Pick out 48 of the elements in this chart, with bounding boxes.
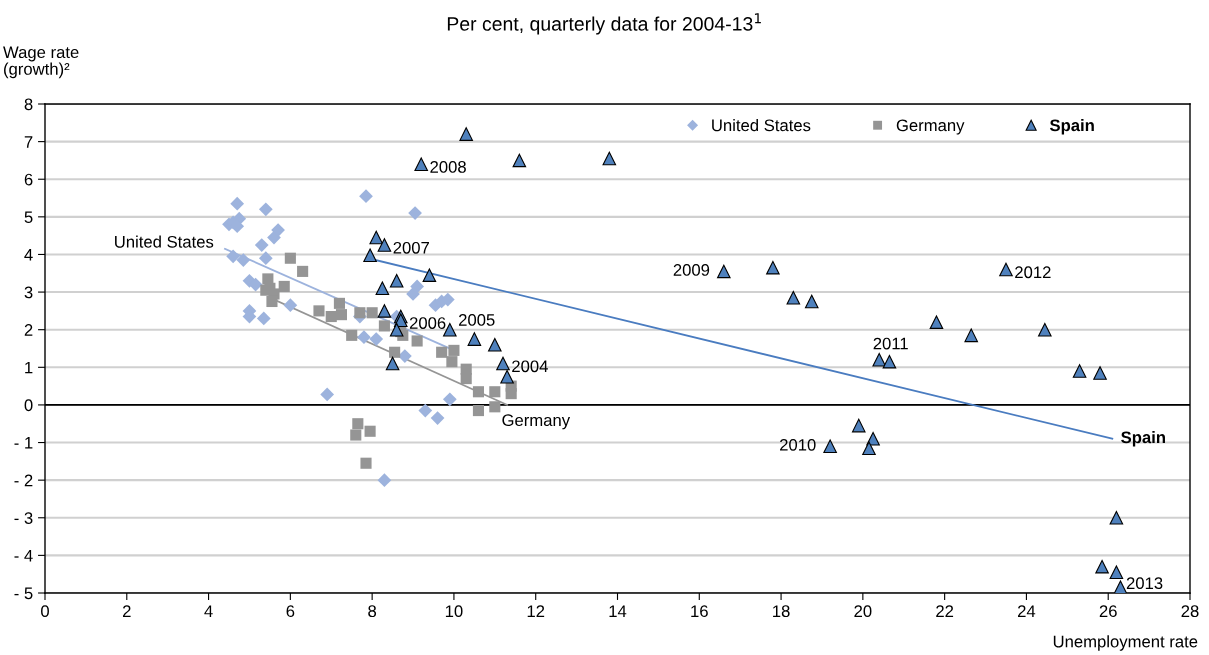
y-tick-label: 0 (24, 399, 33, 412)
x-tick-label: 28 (1181, 605, 1199, 618)
x-tick-label: 18 (773, 605, 790, 618)
y-tick-label: - 3 (14, 512, 33, 524)
annotation: 2005 (459, 314, 495, 326)
y-axis-title: Wage rate (growth)² (3, 46, 79, 79)
y-tick-label: 3 (24, 286, 33, 299)
y-tick-label: - 2 (14, 474, 33, 487)
y-tick-label: 5 (24, 211, 33, 224)
x-tick-label: 16 (691, 605, 708, 618)
x-tick-label: 14 (609, 605, 627, 617)
y-tick-label: - 4 (14, 549, 33, 562)
annotation: Germany (502, 414, 571, 430)
annotation: Spain (1121, 431, 1165, 447)
annotation: 2008 (430, 161, 466, 173)
x-tick-label: 8 (368, 605, 377, 618)
annotation: 2004 (512, 360, 548, 373)
legend-label: Germany (896, 119, 965, 135)
annotation: 2009 (673, 264, 710, 276)
x-tick-label: 6 (286, 605, 295, 618)
y-tick-label: 6 (24, 173, 33, 186)
y-tick-label: 8 (24, 98, 33, 111)
annotation: 2006 (409, 317, 446, 329)
x-tick-label: 20 (854, 605, 872, 618)
y-tick-label: - 5 (14, 587, 33, 600)
chart-title: Per cent, quarterly data for 2004-13$^{1}$ (447, 13, 761, 35)
legend-label: United States (712, 119, 811, 132)
x-axis-title: Unemployment rate (1053, 635, 1198, 651)
annotation: 2012 (1015, 266, 1051, 279)
x-tick-label: 0 (41, 605, 49, 618)
x-tick-label: 24 (1018, 605, 1036, 617)
x-tick-label: 26 (1099, 605, 1117, 618)
x-tick-label: 22 (936, 605, 954, 617)
x-tick-label: 4 (204, 605, 213, 617)
y-tick-label: 1 (25, 361, 33, 374)
x-tick-label: 12 (527, 605, 545, 617)
legend-label: Spain (1049, 119, 1094, 135)
y-tick-label: - 1 (14, 437, 33, 449)
x-tick-label: 10 (445, 605, 463, 618)
annotation: 2007 (393, 241, 429, 254)
annotation: 2013 (1126, 577, 1163, 590)
annotation: 2010 (780, 438, 816, 451)
y-tick-label: 2 (24, 324, 33, 336)
annotation: United States (115, 235, 214, 248)
y-tick-label: 7 (24, 136, 33, 148)
x-tick-label: 2 (122, 605, 131, 617)
annotation: 2011 (873, 337, 908, 350)
y-tick-label: 4 (24, 249, 33, 261)
